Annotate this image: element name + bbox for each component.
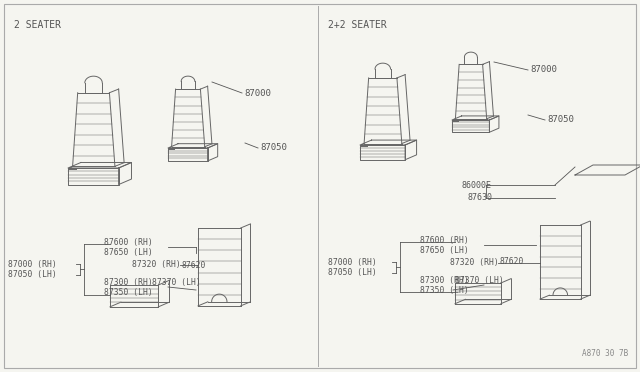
Text: 87050 (LH): 87050 (LH) xyxy=(8,270,57,279)
Text: 87320 (RH): 87320 (RH) xyxy=(450,259,499,267)
Text: 87350 (LH): 87350 (LH) xyxy=(104,289,153,298)
Text: A870 30 7B: A870 30 7B xyxy=(582,349,628,358)
Text: 87000: 87000 xyxy=(244,89,271,97)
Text: 87300 (RH): 87300 (RH) xyxy=(104,278,153,286)
Text: 87050: 87050 xyxy=(260,144,287,153)
Text: 87630: 87630 xyxy=(467,193,492,202)
Text: 87370 (LH): 87370 (LH) xyxy=(455,276,504,285)
Text: 87600 (RH): 87600 (RH) xyxy=(420,235,468,244)
Text: 87650 (LH): 87650 (LH) xyxy=(420,247,468,256)
Text: 87000: 87000 xyxy=(530,65,557,74)
Text: 87600 (RH): 87600 (RH) xyxy=(104,237,153,247)
Text: 87350 (LH): 87350 (LH) xyxy=(420,286,468,295)
Text: 87000 (RH): 87000 (RH) xyxy=(328,257,377,266)
Text: 87300 (RH): 87300 (RH) xyxy=(420,276,468,285)
Text: 87050: 87050 xyxy=(547,115,574,125)
Text: 86000E: 86000E xyxy=(462,180,492,189)
Text: 87320 (RH): 87320 (RH) xyxy=(132,260,180,269)
Text: 2 SEATER: 2 SEATER xyxy=(14,20,61,30)
Text: 87620: 87620 xyxy=(500,257,524,266)
Text: 87620: 87620 xyxy=(182,260,206,269)
Text: 87050 (LH): 87050 (LH) xyxy=(328,269,377,278)
Text: 87650 (LH): 87650 (LH) xyxy=(104,248,153,257)
Text: 2+2 SEATER: 2+2 SEATER xyxy=(328,20,387,30)
Text: 87370 (LH): 87370 (LH) xyxy=(152,278,201,286)
Text: 87000 (RH): 87000 (RH) xyxy=(8,260,57,269)
